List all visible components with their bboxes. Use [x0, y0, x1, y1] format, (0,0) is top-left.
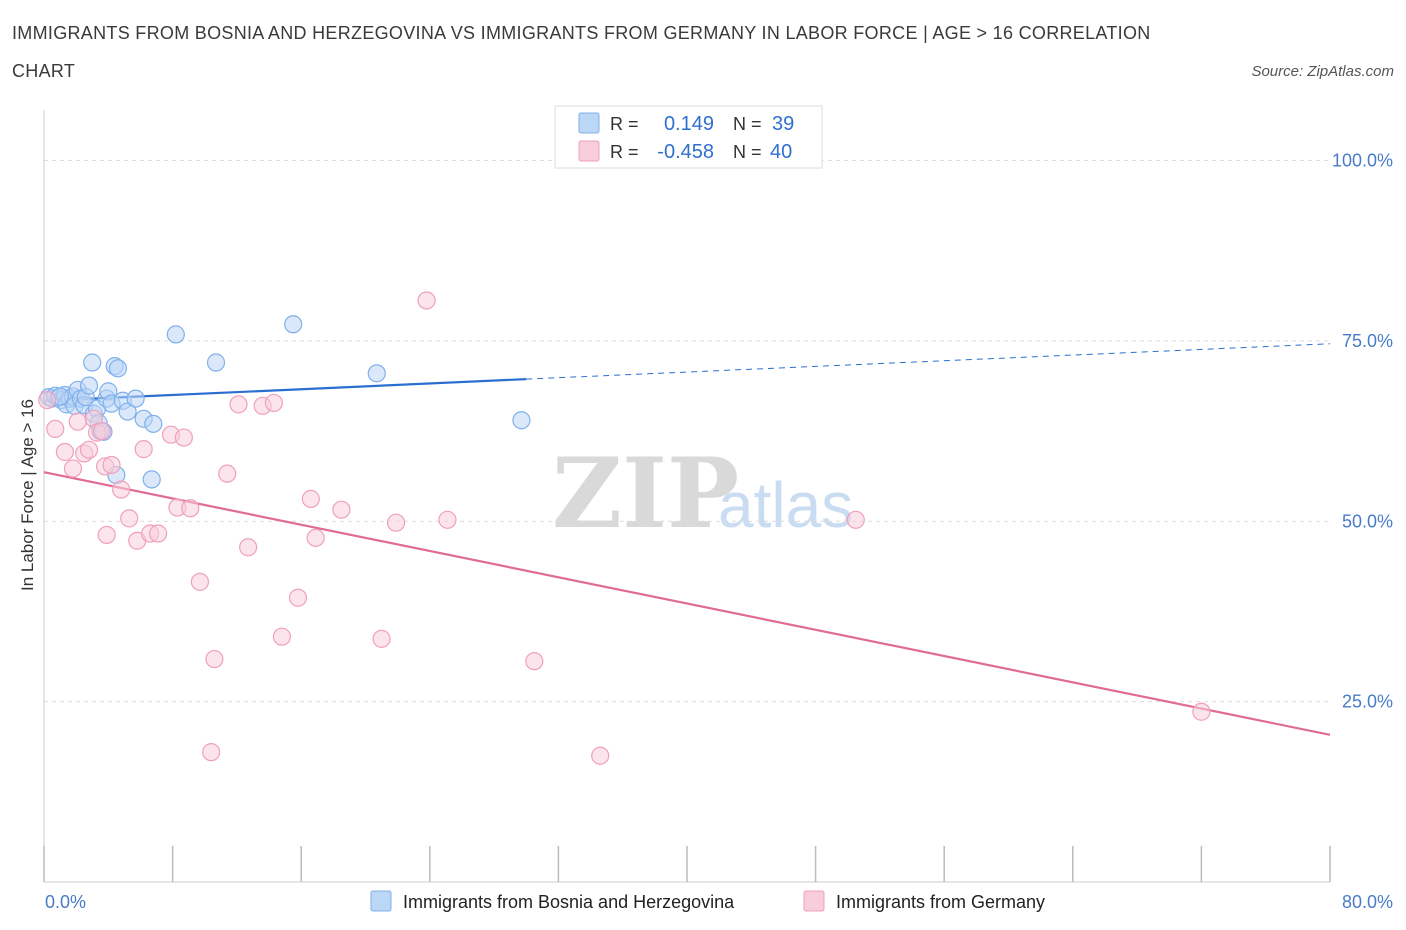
point-series-0-34 — [206, 353, 226, 372]
point-series-1-31 — [272, 627, 292, 646]
point-series-1-6 — [79, 440, 99, 459]
point-series-0-32 — [142, 470, 161, 489]
point-series-1-26 — [218, 464, 237, 483]
stats-legend-n-label-bosnia: N = — [733, 114, 762, 134]
point-series-1-28 — [239, 538, 258, 557]
point-series-0-35 — [284, 315, 303, 334]
point-series-1-3 — [63, 459, 83, 478]
point-series-1-41 — [591, 746, 610, 765]
point-series-1-13 — [112, 480, 131, 499]
point-series-1-33 — [301, 489, 320, 508]
x-tick-labels: 0.0% 80.0% — [45, 892, 1393, 912]
stats-legend-r-value-germany: -0.458 — [657, 141, 714, 163]
point-series-1-23 — [190, 572, 210, 591]
point-series-1-18 — [149, 524, 168, 543]
legend-swatch-bosnia — [370, 890, 392, 912]
point-series-1-9 — [92, 421, 111, 441]
stats-legend-n-value-germany: 40 — [770, 141, 792, 163]
stats-legend-n-value-bosnia: 39 — [772, 113, 794, 135]
point-series-1-32 — [288, 588, 308, 607]
chart-source: Source: ZipAtlas.com — [1251, 63, 1394, 80]
point-series-1-40 — [525, 652, 544, 671]
point-series-0-28 — [118, 402, 137, 421]
point-series-0-15 — [83, 353, 102, 372]
point-series-0-14 — [79, 376, 99, 395]
point-series-1-38 — [417, 291, 436, 310]
y-tick-labels: 25.0% 50.0% 75.0% 100.0% — [1332, 151, 1393, 712]
y-axis-label: In Labor Force | Age > 16 — [18, 399, 37, 591]
y-tick-label-2: 75.0% — [1342, 331, 1393, 351]
watermark-atlas: atlas — [718, 469, 853, 541]
data-points — [38, 291, 1211, 765]
legend-swatch-germany — [803, 890, 825, 912]
legend-label-germany: Immigrants from Germany — [836, 892, 1045, 912]
point-series-1-16 — [134, 440, 153, 459]
point-series-1-36 — [372, 629, 391, 648]
point-series-1-39 — [438, 510, 457, 529]
point-series-1-21 — [174, 428, 193, 447]
trend-line-extension-series-0 — [526, 343, 1331, 380]
point-series-1-11 — [97, 525, 116, 545]
axes — [43, 110, 1331, 883]
point-series-1-0 — [38, 390, 57, 410]
watermark: ZIP atlas — [552, 437, 853, 550]
stats-legend-swatch-germany — [578, 140, 600, 162]
stats-legend-swatch-bosnia — [578, 112, 600, 134]
series-legend: Immigrants from Bosnia and Herzegovina I… — [370, 890, 1045, 912]
point-series-1-14 — [120, 509, 139, 528]
point-series-1-27 — [229, 395, 248, 414]
point-series-1-37 — [386, 513, 406, 532]
point-series-0-31 — [144, 414, 163, 433]
stats-legend-r-label-germany: R = — [610, 142, 639, 162]
grid-lines — [44, 160, 1330, 703]
point-series-1-22 — [181, 499, 200, 518]
stats-legend-n-label-germany: N = — [733, 142, 762, 162]
stats-legend-r-value-bosnia: 0.149 — [664, 113, 714, 135]
stats-legend: R = 0.149 N = 39 R = -0.458 N = 40 — [554, 105, 823, 169]
point-series-1-42 — [846, 510, 865, 529]
x-tick-label-0: 0.0% — [45, 892, 86, 912]
point-series-0-33 — [166, 325, 185, 344]
y-tick-label-3: 100.0% — [1332, 151, 1393, 171]
stats-legend-r-label-bosnia: R = — [610, 114, 639, 134]
point-series-1-30 — [264, 393, 283, 413]
chart-title-line-2: CHART — [12, 61, 75, 81]
legend-label-bosnia: Immigrants from Bosnia and Herzegovina — [403, 892, 735, 912]
point-series-0-37 — [512, 411, 531, 430]
point-series-1-4 — [68, 412, 87, 431]
point-series-1-43 — [1192, 702, 1211, 721]
point-series-0-26 — [108, 359, 128, 378]
watermark-zip: ZIP — [552, 437, 739, 550]
point-series-1-1 — [46, 419, 65, 439]
point-series-1-12 — [102, 455, 121, 475]
x-tick-label-1: 80.0% — [1342, 892, 1393, 912]
point-series-1-34 — [306, 528, 325, 547]
point-series-1-24 — [205, 649, 224, 669]
y-tick-label-0: 25.0% — [1342, 692, 1393, 712]
point-series-1-2 — [55, 442, 74, 462]
chart-title-line-1: IMMIGRANTS FROM BOSNIA AND HERZEGOVINA V… — [12, 23, 1151, 43]
y-tick-label-1: 50.0% — [1342, 511, 1393, 531]
trend-line-series-1 — [43, 471, 1331, 736]
point-series-1-35 — [332, 500, 351, 519]
point-series-0-36 — [367, 364, 386, 383]
point-series-0-29 — [126, 389, 145, 408]
point-series-1-25 — [202, 743, 221, 762]
